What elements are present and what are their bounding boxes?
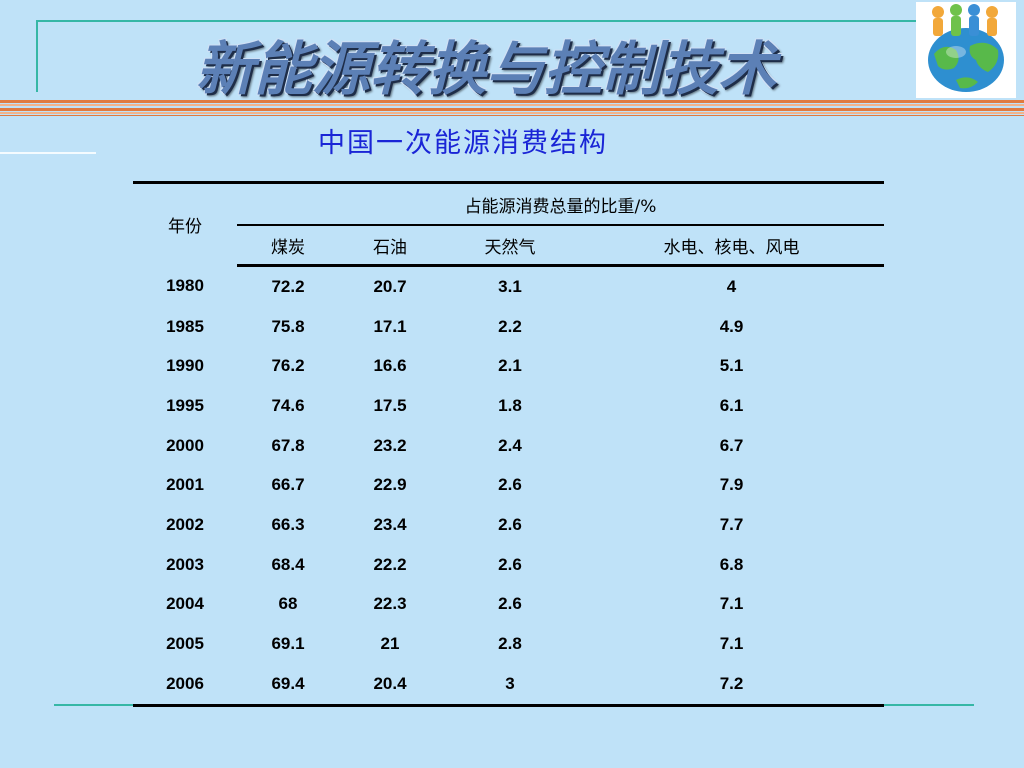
table-row: 2001 66.7 22.9 2.6 7.9 bbox=[133, 465, 884, 505]
column-header-coal: 煤炭 bbox=[237, 225, 339, 267]
slide-subtitle: 中国一次能源消费结构 bbox=[318, 128, 608, 159]
share-group-header: 占能源消费总量的比重/% bbox=[237, 181, 885, 226]
year-header: 年份 bbox=[133, 181, 237, 266]
value-cell: 76.2 bbox=[271, 356, 305, 376]
value-cell: 17.1 bbox=[373, 316, 407, 336]
page-title: 新能源转换与控制技术 bbox=[196, 35, 777, 103]
table-row: 2004 68 22.3 2.6 7.1 bbox=[133, 585, 884, 625]
table-row: 2002 66.3 23.4 2.6 7.7 bbox=[133, 505, 884, 545]
value-cell: 2.1 bbox=[498, 356, 522, 376]
year-cell: 2000 bbox=[166, 435, 204, 455]
value-cell: 7.2 bbox=[579, 663, 885, 707]
left-accent-line bbox=[0, 152, 96, 154]
year-cell: 1980 bbox=[166, 276, 204, 296]
value-cell: 75.8 bbox=[271, 316, 305, 336]
value-cell: 6.1 bbox=[719, 395, 744, 415]
value-cell: 5.1 bbox=[719, 356, 744, 376]
value-cell: 1.8 bbox=[498, 395, 522, 415]
year-cell: 1985 bbox=[166, 316, 204, 336]
value-cell: 2.6 bbox=[498, 554, 522, 574]
value-cell: 20.7 bbox=[373, 276, 407, 296]
column-header-natural-gas: 天然气 bbox=[441, 225, 579, 267]
value-cell: 4 bbox=[726, 276, 737, 296]
value-cell: 22.9 bbox=[373, 475, 407, 495]
value-cell: 2.6 bbox=[498, 475, 522, 495]
table-row: 1985 75.8 17.1 2.2 4.9 bbox=[133, 307, 884, 347]
table-row: 1995 74.6 17.5 1.8 6.1 bbox=[133, 386, 884, 426]
header-stripe bbox=[0, 104, 1024, 106]
value-cell: 22.3 bbox=[373, 594, 407, 614]
value-cell: 69.1 bbox=[271, 634, 305, 654]
value-cell: 74.6 bbox=[271, 395, 305, 415]
header-stripe bbox=[0, 108, 1024, 111]
value-cell: 3.1 bbox=[498, 276, 522, 296]
value-cell: 21 bbox=[380, 634, 400, 654]
value-cell: 7.1 bbox=[719, 634, 744, 654]
header-stripe bbox=[0, 112, 1024, 114]
table-row: 1980 72.2 20.7 3.1 4 bbox=[133, 266, 884, 307]
value-cell: 2.2 bbox=[498, 316, 522, 336]
header-stripe bbox=[0, 100, 1024, 103]
year-cell: 2004 bbox=[166, 594, 204, 614]
value-cell: 4.9 bbox=[719, 316, 744, 336]
header-stripe bbox=[0, 115, 1024, 116]
table-row: 1990 76.2 16.6 2.1 5.1 bbox=[133, 346, 884, 386]
value-cell: 23.2 bbox=[373, 435, 407, 455]
value-cell: 69.4 bbox=[237, 663, 339, 707]
year-cell: 2001 bbox=[166, 475, 204, 495]
table-row: 2003 68.4 22.2 2.6 6.8 bbox=[133, 545, 884, 585]
year-cell: 2006 bbox=[133, 663, 237, 707]
table-row: 2000 67.8 23.2 2.4 6.7 bbox=[133, 426, 884, 466]
year-cell: 1995 bbox=[166, 395, 204, 415]
value-cell: 7.9 bbox=[719, 475, 744, 495]
value-cell: 23.4 bbox=[373, 514, 407, 534]
year-cell: 2002 bbox=[166, 514, 204, 534]
frame-vertical-line bbox=[36, 20, 38, 92]
value-cell: 7.1 bbox=[719, 594, 744, 614]
table-row: 2005 69.1 21 2.8 7.1 bbox=[133, 624, 884, 664]
column-header-oil: 石油 bbox=[339, 225, 441, 267]
value-cell: 6.8 bbox=[719, 554, 744, 574]
value-cell: 16.6 bbox=[373, 356, 407, 376]
value-cell: 68.4 bbox=[271, 554, 305, 574]
column-header-hydro-nuclear-wind: 水电、核电、风电 bbox=[579, 225, 885, 267]
energy-consumption-table: 年份 占能源消费总量的比重/% 煤炭 石油 天然气 水电、核电、风电 1980 7… bbox=[133, 181, 885, 707]
value-cell: 2.6 bbox=[498, 594, 522, 614]
globe-people-icon bbox=[916, 2, 1016, 98]
value-cell: 2.6 bbox=[498, 514, 522, 534]
value-cell: 3 bbox=[441, 663, 579, 707]
table-body: 1980 72.2 20.7 3.1 4 1985 75.8 17.1 2.2 4.9 1990 76… bbox=[133, 266, 885, 707]
frame-top-line bbox=[36, 20, 916, 22]
table-row: 2006 69.4 20.4 3 7.2 bbox=[133, 663, 885, 707]
year-cell: 1990 bbox=[166, 356, 204, 376]
value-cell: 67.8 bbox=[271, 435, 305, 455]
value-cell: 17.5 bbox=[373, 395, 407, 415]
year-cell: 2003 bbox=[166, 554, 204, 574]
value-cell: 22.2 bbox=[373, 554, 407, 574]
value-cell: 72.2 bbox=[271, 276, 305, 296]
value-cell: 2.8 bbox=[498, 634, 522, 654]
value-cell: 7.7 bbox=[719, 514, 744, 534]
value-cell: 66.7 bbox=[271, 475, 305, 495]
value-cell: 6.7 bbox=[719, 435, 744, 455]
value-cell: 66.3 bbox=[271, 514, 305, 534]
year-cell: 2005 bbox=[166, 634, 204, 654]
value-cell: 68 bbox=[278, 594, 298, 614]
value-cell: 20.4 bbox=[339, 663, 441, 707]
value-cell: 2.4 bbox=[498, 435, 522, 455]
